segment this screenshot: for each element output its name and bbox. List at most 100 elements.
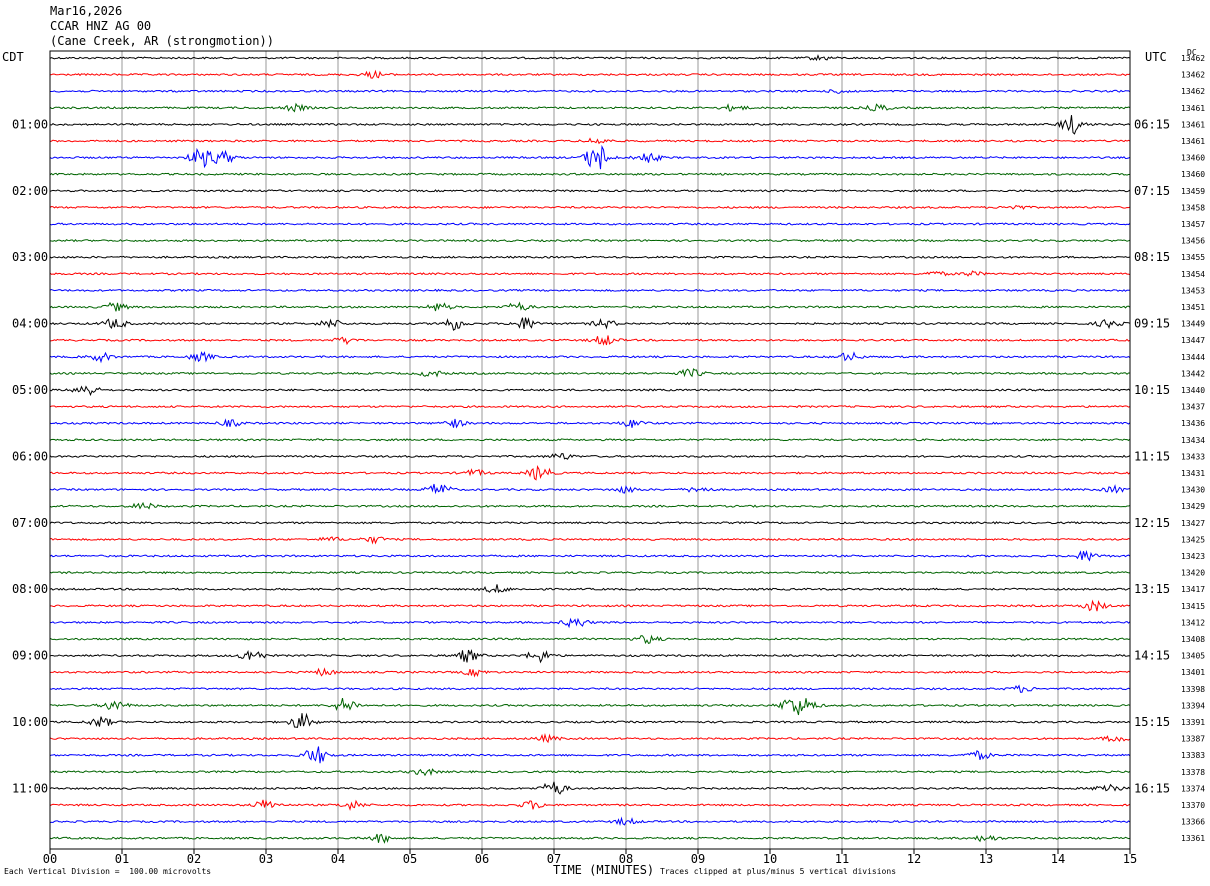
dc-value-label: 13383: [1181, 751, 1205, 760]
right-hour-label: 14:15: [1134, 649, 1170, 663]
trace-line: [49, 570, 1131, 575]
dc-value-label: 13398: [1181, 685, 1205, 694]
vertical-scale-note: Each Vertical Division = 100.00 microvol…: [4, 867, 212, 876]
x-tick-label: 14: [1051, 852, 1065, 866]
dc-value-label: 13440: [1181, 386, 1205, 395]
dc-value-label: 13462: [1181, 54, 1205, 63]
trace-line: [49, 732, 1131, 744]
trace-line: [49, 368, 1131, 378]
dc-value-label: 13455: [1181, 253, 1205, 262]
trace-line: [49, 172, 1131, 176]
dc-value-label: 13420: [1181, 569, 1205, 578]
x-axis-title: TIME (MINUTES): [553, 863, 655, 877]
dc-value-label: 13461: [1181, 137, 1205, 146]
trace-line: [49, 697, 1131, 716]
x-tick-label: 10: [763, 852, 777, 866]
dc-value-label: 13415: [1181, 602, 1205, 611]
dc-value-label: 13460: [1181, 170, 1205, 179]
dc-value-label: 13436: [1181, 419, 1205, 428]
plot-date: Mar16,2026: [50, 4, 123, 18]
dc-value-label: 13457: [1181, 220, 1205, 229]
dc-column-header: DC: [1187, 48, 1197, 57]
trace-line: [49, 667, 1131, 678]
x-tick-label: 08: [619, 852, 633, 866]
trace-line: [49, 301, 1131, 312]
dc-value-label: 13361: [1181, 834, 1205, 843]
dc-value-label: 13394: [1181, 701, 1205, 710]
trace-line: [49, 137, 1131, 145]
right-hour-label: 07:15: [1134, 184, 1170, 198]
dc-value-label: 13461: [1181, 104, 1205, 113]
seismic-traces: [49, 54, 1131, 844]
x-tick-label: 05: [403, 852, 417, 866]
dc-value-label: 13401: [1181, 668, 1205, 677]
x-tick-label: 03: [259, 852, 273, 866]
trace-line: [49, 599, 1131, 612]
trace-line: [49, 102, 1131, 113]
dc-value-label: 13427: [1181, 519, 1205, 528]
trace-line: [49, 438, 1131, 442]
x-tick-label: 00: [43, 852, 57, 866]
x-tick-label: 13: [979, 852, 993, 866]
trace-line: [49, 418, 1131, 429]
x-tick-label: 11: [835, 852, 849, 866]
trace-line: [49, 54, 1131, 62]
right-hour-label: 09:15: [1134, 317, 1170, 331]
dc-value-label: 13459: [1181, 187, 1205, 196]
x-tick-label: 01: [115, 852, 129, 866]
dc-value-label: 13462: [1181, 71, 1205, 80]
plot-frame: [49, 50, 1131, 850]
trace-line: [49, 385, 1131, 397]
trace-line: [49, 238, 1131, 243]
station-location: (Cane Creek, AR (strongmotion)): [50, 34, 274, 48]
right-hour-label: 10:15: [1134, 383, 1170, 397]
dc-value-label: 13417: [1181, 585, 1205, 594]
trace-line: [49, 270, 1131, 277]
left-hour-label: 09:00: [12, 649, 48, 663]
trace-line: [49, 288, 1131, 293]
dc-value-label: 13391: [1181, 718, 1205, 727]
dc-value-label: 13387: [1181, 735, 1205, 744]
dc-value-label: 13366: [1181, 818, 1205, 827]
trace-line: [49, 255, 1131, 259]
trace-line: [49, 649, 1131, 664]
dc-value-label: 13430: [1181, 486, 1205, 495]
right-hour-label: 13:15: [1134, 582, 1170, 596]
trace-line: [49, 833, 1131, 844]
trace-line: [49, 69, 1131, 79]
trace-line: [49, 584, 1131, 594]
trace-line: [49, 521, 1131, 525]
left-hour-label: 10:00: [12, 715, 48, 729]
dc-value-label: 13378: [1181, 768, 1205, 777]
x-tick-label: 12: [907, 852, 921, 866]
dc-value-label: 13458: [1181, 203, 1205, 212]
trace-line: [49, 405, 1131, 409]
right-hour-label: 08:15: [1134, 250, 1170, 264]
dc-value-label: 13437: [1181, 403, 1205, 412]
trace-line: [49, 712, 1131, 728]
dc-value-label: 13449: [1181, 320, 1205, 329]
axis-labels: 00 01 02 03 04 05 06 07 08 09 10 11 12 13 14 15 13462 134…: [12, 54, 1205, 866]
trace-line: [49, 89, 1131, 94]
x-tick-label: 04: [331, 852, 345, 866]
dc-value-label: 13370: [1181, 801, 1205, 810]
left-hour-label: 06:00: [12, 449, 48, 463]
left-hour-label: 05:00: [12, 383, 48, 397]
dc-value-label: 13412: [1181, 618, 1205, 627]
clip-note: Traces clipped at plus/minus 5 vertical …: [660, 867, 897, 876]
trace-line: [49, 501, 1131, 510]
left-hour-label: 11:00: [12, 781, 48, 795]
dc-value-label: 13447: [1181, 336, 1205, 345]
dc-value-label: 13374: [1181, 784, 1205, 793]
trace-line: [49, 781, 1131, 795]
dc-value-label: 13442: [1181, 369, 1205, 378]
right-hour-label: 11:15: [1134, 449, 1170, 463]
trace-line: [49, 204, 1131, 210]
right-hour-label: 15:15: [1134, 715, 1170, 729]
x-tick-label: 07: [547, 852, 561, 866]
dc-value-label: 13433: [1181, 452, 1205, 461]
trace-line: [49, 144, 1131, 170]
dc-value-label: 13462: [1181, 87, 1205, 96]
trace-line: [49, 634, 1131, 645]
